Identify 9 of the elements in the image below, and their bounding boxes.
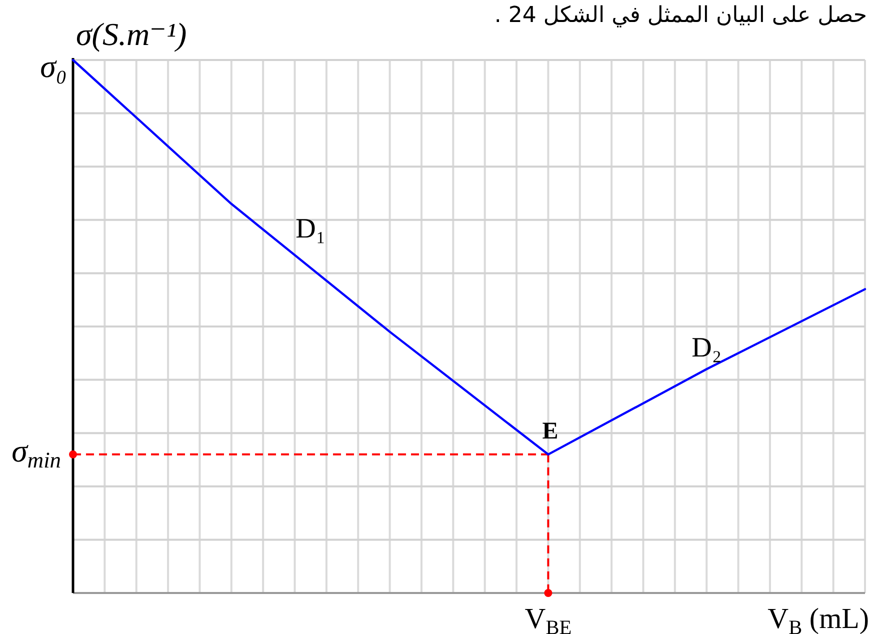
series-label: D₂ — [692, 332, 722, 364]
ref-line-label: σ$_{min}$ — [12, 432, 61, 473]
text: σ₀ — [40, 48, 67, 84]
y-axis-title: σ(S.m⁻¹) — [76, 16, 187, 52]
x-axis-title: V$_{B}$ (mL) — [768, 603, 869, 634]
annotation: E — [542, 418, 558, 444]
text: حصل على البيان الممثل في الشكل 24 . — [494, 3, 867, 28]
text: V$_{BE}$ — [524, 603, 572, 634]
series-label: D₁ — [296, 214, 326, 245]
